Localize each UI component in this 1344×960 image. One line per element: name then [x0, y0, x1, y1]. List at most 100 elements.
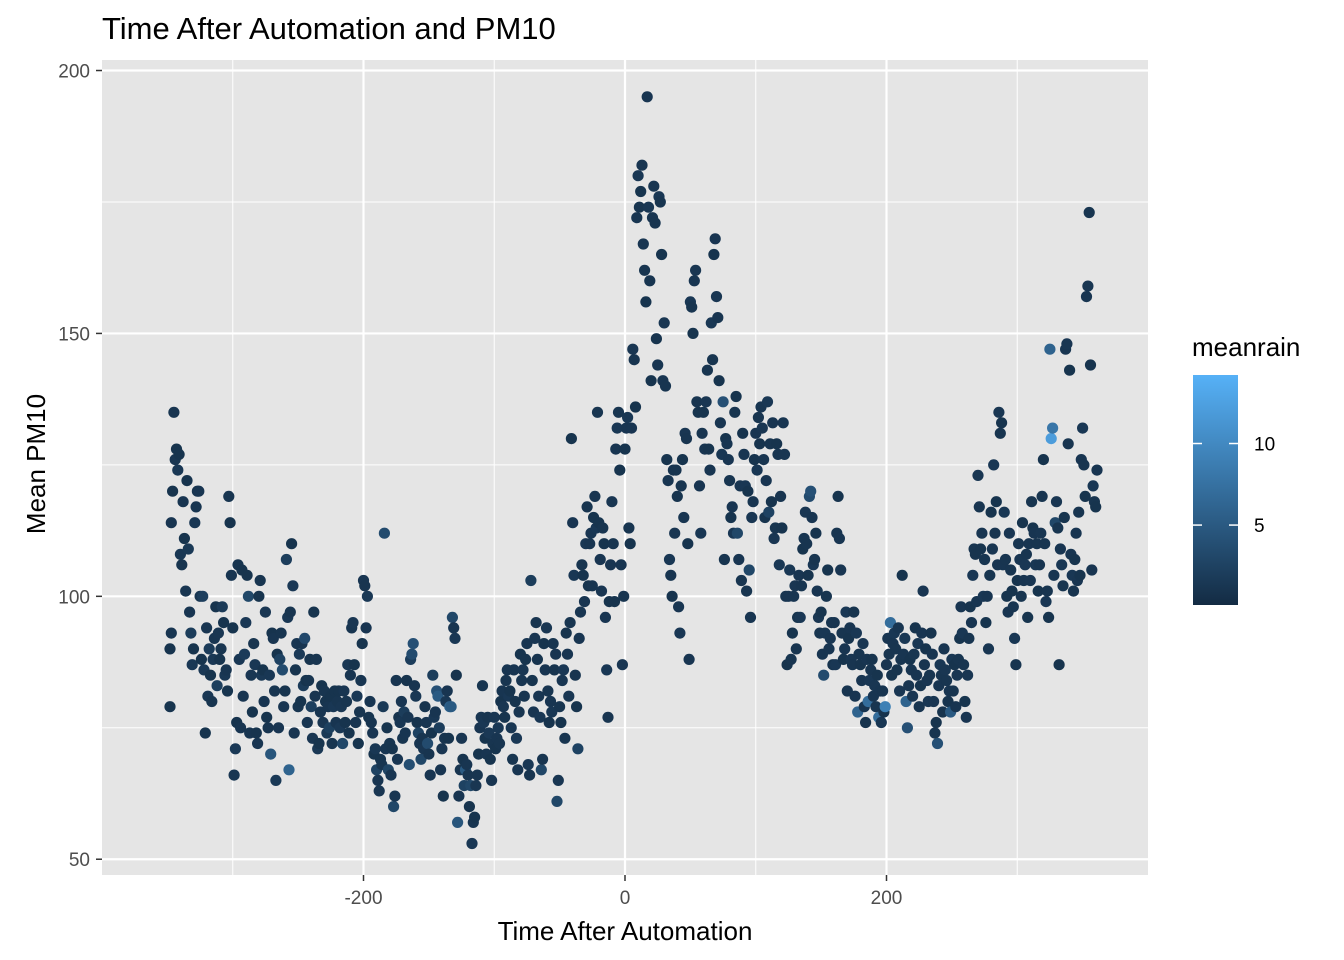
data-point [758, 454, 770, 466]
data-point [622, 411, 634, 424]
data-point [577, 569, 589, 581]
data-point [1039, 538, 1051, 550]
data-point [775, 490, 787, 502]
data-point [880, 659, 893, 671]
data-point [499, 711, 511, 723]
data-point [996, 417, 1008, 429]
data-point [1054, 543, 1066, 555]
data-point [701, 364, 714, 376]
data-point [199, 727, 211, 739]
data-point [1003, 527, 1016, 539]
data-point [731, 527, 744, 539]
data-point [565, 433, 578, 445]
data-point [941, 674, 953, 687]
data-point [724, 475, 736, 487]
data-point [959, 695, 971, 708]
data-point [406, 648, 418, 660]
data-point [833, 532, 846, 545]
data-point [1073, 506, 1085, 518]
data-point [252, 737, 264, 750]
data-point [424, 769, 436, 781]
data-point [822, 564, 834, 576]
data-point [367, 727, 379, 739]
data-point [289, 664, 302, 676]
data-point [463, 801, 475, 813]
data-point [850, 627, 863, 639]
data-point [542, 685, 554, 697]
data-point [857, 638, 869, 650]
data-point [913, 701, 925, 713]
data-point [709, 233, 721, 245]
data-point [903, 680, 915, 692]
data-point [666, 590, 678, 602]
data-point [614, 464, 626, 476]
data-point [856, 674, 868, 687]
data-point [601, 664, 613, 676]
data-point [730, 390, 742, 403]
data-point [632, 170, 644, 182]
data-point [707, 354, 719, 366]
data-point [673, 601, 685, 613]
data-point [435, 764, 447, 776]
data-point [697, 406, 710, 418]
data-point [538, 638, 550, 650]
data-point [462, 769, 474, 781]
data-point [372, 774, 384, 787]
data-point [286, 538, 298, 550]
data-point [347, 617, 359, 629]
data-point [164, 701, 176, 713]
data-point [752, 411, 765, 424]
data-point [820, 590, 833, 602]
data-point [182, 543, 194, 555]
data-point [809, 553, 821, 566]
data-point [1037, 454, 1049, 466]
data-point [504, 685, 516, 697]
data-point [788, 590, 800, 602]
data-point [569, 669, 581, 681]
data-point [533, 690, 545, 702]
data-point [640, 296, 652, 308]
data-point [313, 737, 325, 750]
data-point [1052, 522, 1064, 534]
data-point [823, 643, 835, 655]
data-point [190, 501, 202, 513]
data-point [441, 685, 453, 697]
data-point [548, 664, 561, 676]
data-point [187, 643, 200, 655]
data-point [714, 417, 727, 429]
data-point [197, 590, 209, 602]
data-point [1020, 548, 1032, 560]
data-point [907, 690, 919, 702]
x-tick-label: -200 [344, 888, 382, 909]
data-point [680, 433, 693, 445]
data-point [263, 669, 275, 681]
data-point [960, 711, 972, 723]
data-point [461, 759, 473, 771]
data-point [505, 722, 517, 734]
data-point [1053, 659, 1065, 671]
data-point [958, 659, 970, 671]
y-axis-title: Mean PM10 [21, 394, 51, 534]
data-point [589, 490, 601, 502]
data-point [492, 722, 504, 734]
data-point [722, 454, 734, 466]
data-point [584, 538, 596, 550]
data-point [1033, 559, 1046, 571]
data-point [240, 617, 252, 629]
data-point [390, 674, 402, 687]
data-point [1031, 538, 1043, 550]
data-point [242, 590, 254, 602]
data-point [228, 769, 240, 781]
data-point [1086, 564, 1098, 576]
data-point [540, 622, 553, 634]
data-point [979, 553, 991, 566]
data-point [639, 264, 651, 276]
data-point [993, 406, 1005, 418]
data-point [348, 659, 360, 671]
data-point [828, 617, 840, 629]
data-point [238, 648, 251, 660]
data-point [951, 669, 963, 681]
data-point [265, 748, 277, 760]
data-point [261, 711, 273, 723]
